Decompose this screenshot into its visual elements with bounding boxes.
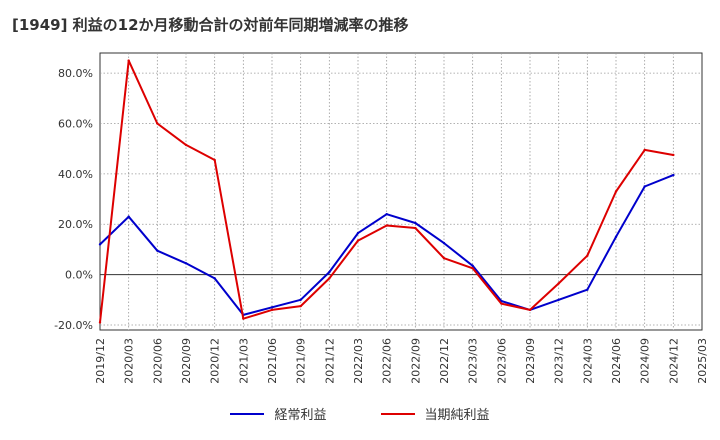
x-tick-label: 2019/12 xyxy=(94,338,107,384)
data-point-series-1 xyxy=(471,267,474,270)
x-tick-label: 2023/12 xyxy=(553,338,566,384)
data-point-series-0 xyxy=(270,306,274,309)
x-tick-label: 2020/12 xyxy=(209,338,222,384)
x-tick-label: 2021/09 xyxy=(295,338,308,384)
x-tick-label: 2023/09 xyxy=(524,338,537,384)
y-tick-label: 20.0% xyxy=(58,218,93,231)
x-tick-label: 2020/09 xyxy=(180,338,193,384)
data-point-series-0 xyxy=(328,270,331,274)
data-point-series-1 xyxy=(98,321,102,324)
data-point-series-1 xyxy=(414,226,417,230)
y-tick-label: 40.0% xyxy=(58,168,93,181)
data-point-series-1 xyxy=(528,308,532,312)
data-point-series-0 xyxy=(213,277,216,280)
plot-area-frame xyxy=(99,52,703,331)
x-tick-label: 2022/12 xyxy=(438,338,451,384)
x-tick-label: 2025/03 xyxy=(696,338,709,384)
data-point-series-0 xyxy=(299,298,302,301)
data-point-series-1 xyxy=(328,277,331,280)
chart-title: [1949] 利益の12か月移動合計の対前年同期増減率の推移 xyxy=(12,16,409,34)
chart-legend: 経常利益 当期純利益 xyxy=(0,404,720,423)
x-tick-label: 2022/06 xyxy=(381,338,394,384)
data-point-series-0 xyxy=(414,221,417,225)
data-point-series-0 xyxy=(643,185,646,188)
x-tick-label: 2024/12 xyxy=(667,338,680,384)
data-point-series-1 xyxy=(385,224,388,227)
data-point-series-1 xyxy=(156,122,159,125)
data-point-series-0 xyxy=(471,264,474,267)
y-tick-label: 80.0% xyxy=(58,67,93,80)
x-tick-label: 2021/06 xyxy=(266,338,279,384)
x-tick-label: 2020/06 xyxy=(151,338,164,384)
data-point-series-0 xyxy=(184,262,188,265)
data-point-series-0 xyxy=(127,215,130,218)
data-point-series-1 xyxy=(127,59,130,62)
data-point-series-1 xyxy=(614,190,618,193)
data-point-series-0 xyxy=(156,249,159,252)
legend-swatch-net-profit xyxy=(380,412,415,415)
data-point-series-1 xyxy=(500,302,503,305)
legend-swatch-ordinary-profit xyxy=(230,412,265,415)
x-tick-label: 2024/03 xyxy=(581,338,594,384)
x-tick-label: 2022/09 xyxy=(409,338,422,384)
x-tick-label: 2021/03 xyxy=(237,338,250,384)
data-point-series-0 xyxy=(586,288,589,291)
x-tick-label: 2020/03 xyxy=(123,338,136,384)
legend-entry-net-profit: 当期純利益 xyxy=(380,404,490,423)
data-point-series-0 xyxy=(614,235,618,239)
legend-entry-ordinary-profit: 経常利益 xyxy=(230,404,327,423)
legend-label-ordinary-profit: 経常利益 xyxy=(274,408,327,423)
x-tick-label: 2021/12 xyxy=(323,338,336,384)
data-point-series-1 xyxy=(557,282,560,285)
y-tick-label: 0.0% xyxy=(65,269,93,282)
data-point-series-1 xyxy=(442,257,446,260)
data-point-series-1 xyxy=(213,158,216,162)
x-tick-label: 2023/03 xyxy=(467,338,480,384)
x-tick-label: 2024/06 xyxy=(610,338,623,384)
x-tick-label: 2022/03 xyxy=(352,338,365,384)
data-point-series-0 xyxy=(356,231,360,235)
data-point-series-0 xyxy=(557,298,560,301)
data-point-series-0 xyxy=(98,243,102,246)
x-tick-label: 2023/06 xyxy=(495,338,508,384)
data-point-series-1 xyxy=(586,254,589,257)
data-point-series-1 xyxy=(184,143,188,147)
y-tick-label: -20.0% xyxy=(54,319,93,332)
y-tick-label: 60.0% xyxy=(58,118,93,131)
data-point-series-1 xyxy=(299,304,302,308)
x-tick-label: 2024/09 xyxy=(639,338,652,384)
data-point-series-1 xyxy=(270,308,274,312)
data-point-series-1 xyxy=(643,148,646,152)
data-point-series-1 xyxy=(672,153,675,157)
data-point-series-0 xyxy=(385,212,388,216)
legend-label-net-profit: 当期純利益 xyxy=(424,408,490,423)
data-point-series-0 xyxy=(672,173,675,177)
data-point-series-1 xyxy=(242,317,245,320)
data-point-series-0 xyxy=(442,241,446,245)
data-point-series-1 xyxy=(356,239,360,242)
